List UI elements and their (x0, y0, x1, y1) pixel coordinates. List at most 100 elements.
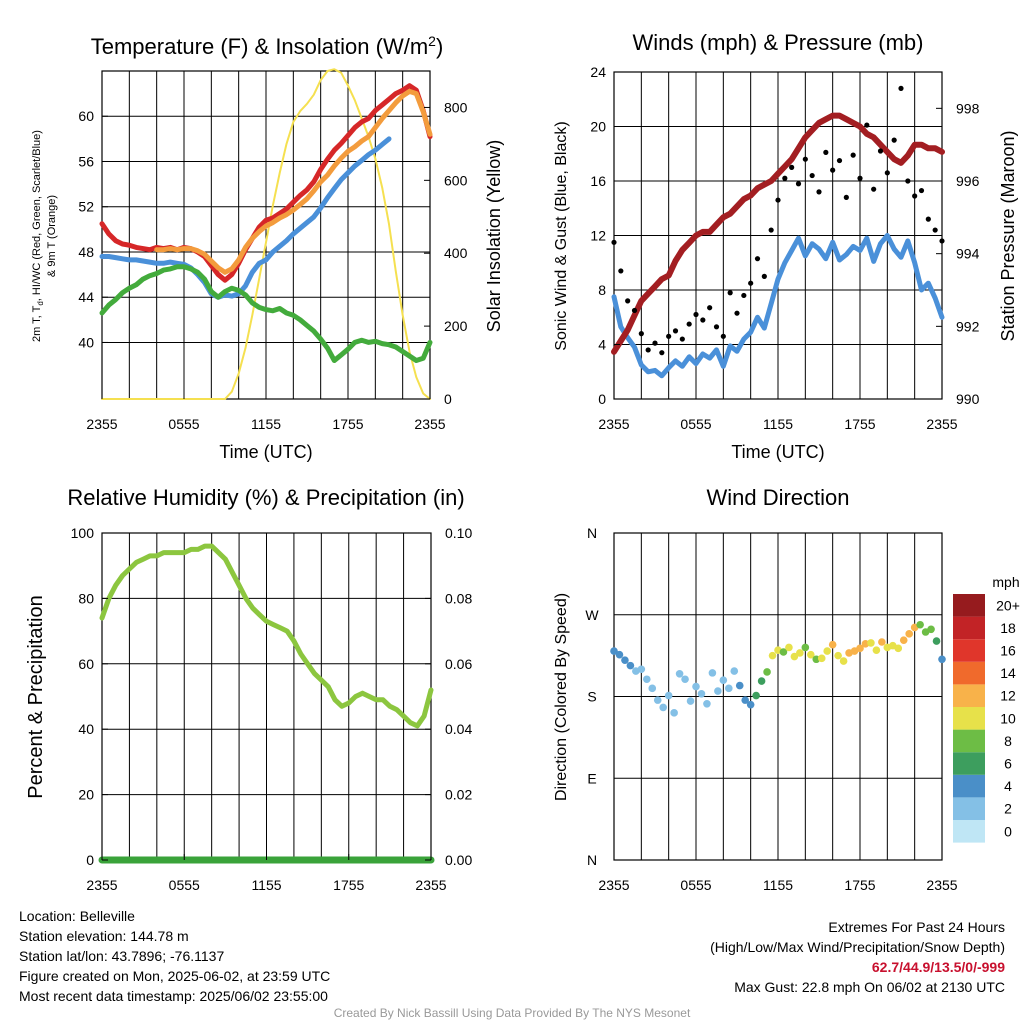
colorbar-label: 6 (1004, 756, 1012, 772)
temperature-x-label: Time (UTC) (219, 442, 312, 462)
hi-wc-line (99, 136, 392, 300)
temperature-series (99, 68, 433, 400)
wind-direction-point (735, 681, 744, 690)
gust-point (918, 187, 925, 194)
created-text: Figure created on Mon, 2025-06-02, at 23… (19, 968, 331, 984)
gust-point (939, 238, 945, 244)
gust-point (672, 328, 679, 334)
wind-direction-point (725, 684, 733, 693)
colorbar-label: 10 (1000, 710, 1016, 726)
y-tick-label: 40 (78, 334, 94, 350)
wind-direction-point (856, 644, 864, 653)
humidity-y-ticks: 0 20 40 60 80 100 (71, 525, 108, 868)
gust-point (905, 178, 911, 184)
y2-tick-label: 0.00 (445, 852, 472, 868)
wind-direction-point (763, 668, 771, 676)
temperature-y-label: 2m T, Td, HI/WC (Red, Green, Scarlet/Blu… (31, 130, 45, 342)
wind-direction-point (768, 651, 777, 660)
gust-point (652, 340, 658, 346)
temperature-y-ticks: 40 44 48 52 56 60 (78, 108, 108, 350)
colorbar-swatch (953, 684, 985, 707)
wind-direction-point (643, 675, 651, 684)
x-tick-label: 1155 (763, 877, 793, 893)
wind-direction-point (817, 654, 826, 663)
y2-tick-label: 600 (444, 172, 468, 188)
gust-point (857, 175, 863, 181)
wind-direction-point (839, 657, 848, 665)
gust-point (720, 333, 726, 339)
wind-direction-point (894, 644, 903, 653)
y-tick-label: 100 (71, 525, 95, 541)
colorbar-swatch (953, 707, 985, 730)
winds-panel: Winds (mph) & Pressure (mb) 04812162024 … (553, 30, 1018, 462)
x-tick-label: 0555 (169, 877, 200, 893)
colorbar-label: 4 (1004, 778, 1012, 794)
wind-direction-point (730, 667, 739, 675)
wind-direction-point (714, 687, 722, 695)
wind-direction-point (752, 691, 760, 700)
wind-direction-point (626, 661, 635, 670)
colorbar-label: 8 (1004, 733, 1012, 749)
y-tick-label: 20 (78, 787, 94, 803)
insolation-y-label: Solar Insolation (Yellow) (484, 140, 504, 332)
gust-point (864, 122, 870, 128)
gust-point (891, 137, 897, 143)
wind-direction-point (899, 636, 908, 644)
wind-direction-point (686, 697, 695, 705)
y2-tick-label: 996 (956, 173, 980, 189)
pressure-y-ticks: 990 992 994 996 998 (936, 100, 980, 407)
x-tick-label: 1755 (844, 416, 875, 432)
gust-point (877, 148, 884, 154)
gust-point (836, 157, 843, 164)
wind-direction-point (905, 630, 913, 638)
wind-direction-point (938, 655, 946, 664)
gust-point (932, 227, 938, 233)
extremes-title: Extremes For Past 24 Hours (828, 919, 1005, 935)
wind-direction-point (692, 682, 700, 691)
9m-t-line (154, 88, 433, 275)
wind-direction-y-label: Direction (Colored By Speed) (553, 593, 570, 801)
y-tick-label: 0 (86, 852, 94, 868)
wind-direction-point (741, 696, 749, 704)
y-tick-label: E (587, 770, 596, 786)
winds-title: Winds (mph) & Pressure (mb) (633, 30, 924, 55)
x-tick-label: 2355 (414, 416, 445, 432)
wind-direction-point (703, 699, 711, 708)
y2-tick-label: 0.04 (445, 721, 472, 737)
y2-tick-label: 800 (444, 99, 468, 115)
gust-point (659, 350, 665, 356)
colorbar-swatch (953, 774, 985, 798)
colorbar-swatch (953, 594, 985, 617)
colorbar-label: 20+ (996, 597, 1020, 613)
y-tick-label: 24 (590, 64, 606, 80)
gust-point (816, 189, 822, 195)
winds-y-ticks: 0 4 8 12 16 20 24 (590, 64, 620, 407)
y2-tick-label: 400 (444, 245, 468, 261)
gust-point (638, 331, 644, 337)
x-tick-label: 0555 (168, 416, 199, 432)
wind-direction-series (610, 620, 946, 717)
temperature-x-ticks: 2355 0555 1155 1755 2355 (86, 393, 446, 432)
wind-direction-point (637, 665, 646, 674)
colorbar-swatch (953, 752, 985, 775)
wind-direction-point (867, 639, 875, 647)
wind-direction-point (659, 703, 667, 712)
speed-colorbar: 0 2 4 6 8 10 12 14 16 18 20+ (953, 594, 1020, 843)
wind-direction-point (648, 684, 657, 693)
gust-point (925, 216, 931, 222)
y2-tick-label: 0 (444, 391, 452, 407)
wind-direction-point (872, 646, 881, 654)
extremes-values: 62.7/44.9/13.5/0/-999 (871, 959, 1005, 975)
wind-direction-point (828, 640, 837, 649)
station-info: Location: Belleville Station elevation: … (19, 906, 330, 1006)
td-line (99, 264, 433, 363)
temperature-grid (102, 71, 430, 399)
winds-y-label: Sonic Wind & Gust (Blue, Black) (553, 121, 570, 350)
gust-point (884, 170, 890, 176)
temperature-panel: Temperature (F) & Insolation (W/m2) 40 44… (31, 33, 504, 462)
gust-point (707, 305, 713, 311)
extremes-info: Extremes For Past 24 Hours (High/Low/Max… (710, 917, 1005, 997)
y-tick-label: 60 (78, 108, 94, 124)
sonic-wind-line (611, 233, 945, 379)
